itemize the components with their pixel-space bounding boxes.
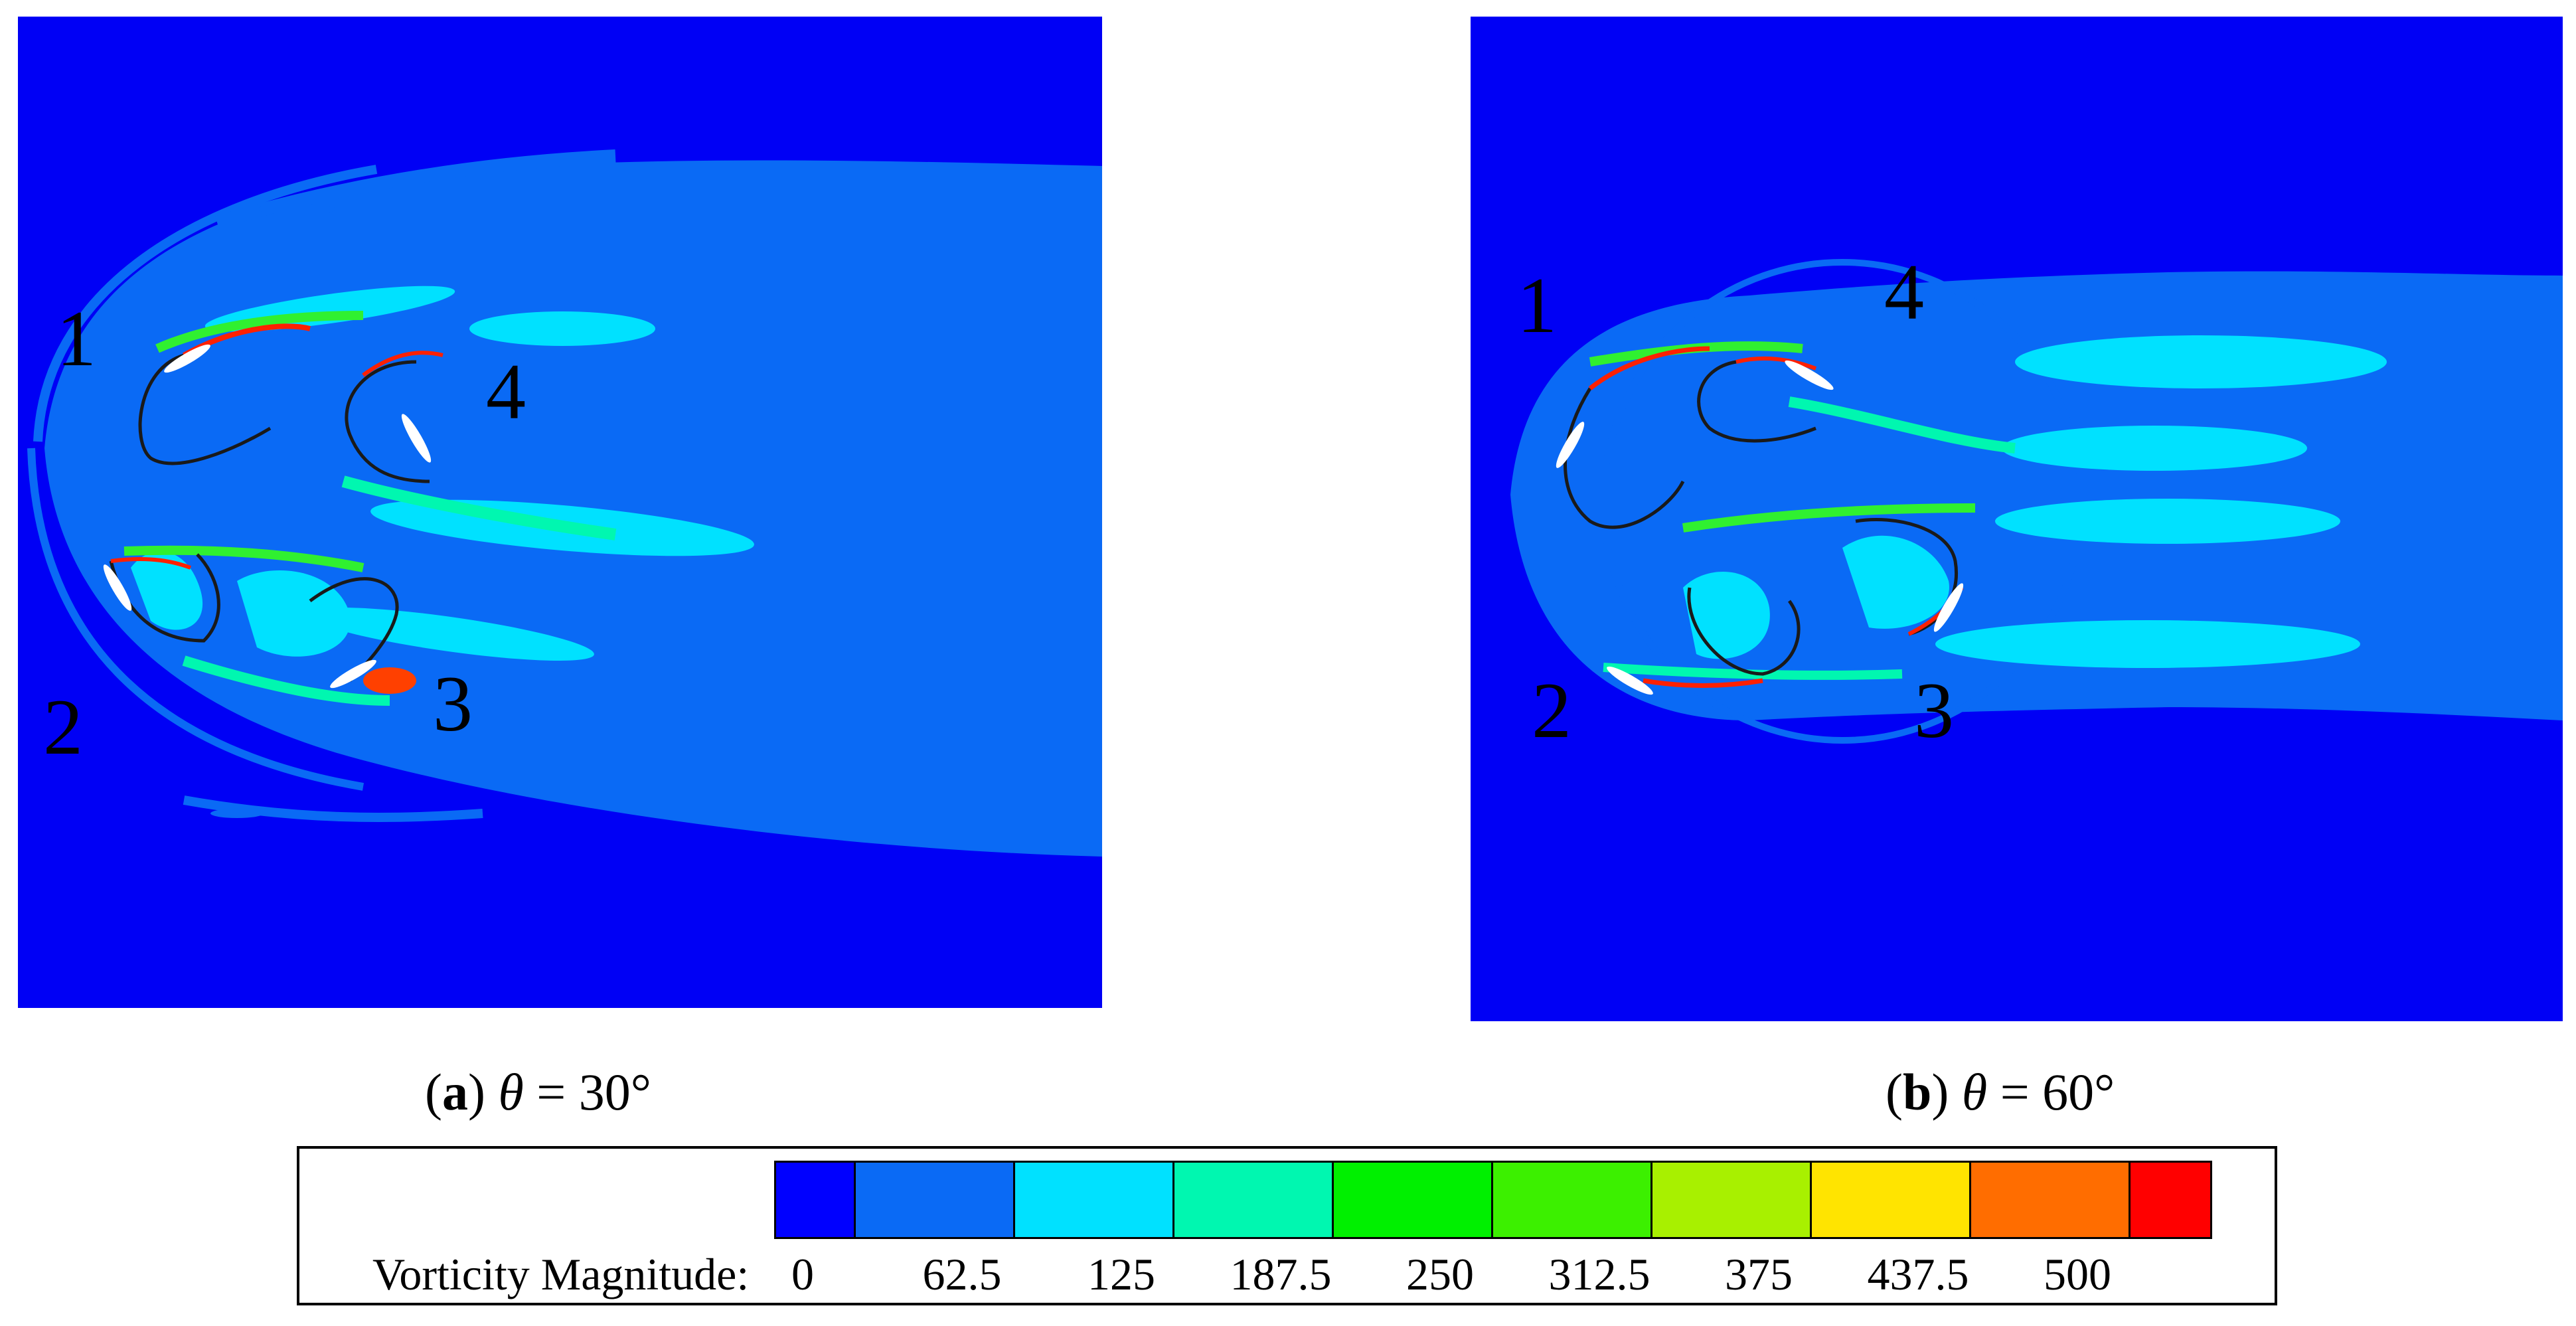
blade-label-2: 2: [43, 683, 83, 771]
colorbar-legend: Vorticity Magnitude: 0 62.5 125 187.5 250 312…: [297, 1146, 2277, 1305]
colorbar-tick-label: 62.5: [922, 1249, 1002, 1299]
colorbar-swatch: [1652, 1163, 1812, 1237]
colorbar-swatch: [1812, 1163, 1971, 1237]
colorbar-swatch: [1493, 1163, 1652, 1237]
colorbar-swatch: [1174, 1163, 1334, 1237]
blade-label-4: 4: [1884, 248, 1924, 336]
caption-b-letter: b: [1902, 1063, 1932, 1121]
caption-b-symbol: θ: [1961, 1063, 1988, 1121]
blade-label-3: 3: [1914, 666, 1954, 754]
colorbar-tick-label: 0: [791, 1249, 814, 1299]
caption-a-value: = 30°: [523, 1063, 651, 1121]
legend-title: Vorticity Magnitude:: [372, 1249, 750, 1299]
blade-label-1: 1: [1517, 261, 1557, 349]
blade-label-3: 3: [433, 659, 473, 748]
colorbar-swatch: [856, 1163, 1015, 1237]
colorbar-swatch: [1334, 1163, 1493, 1237]
blade-label-4: 4: [486, 347, 526, 436]
colorbar-tick-label: 500: [2044, 1249, 2111, 1299]
colorbar-tick-label: 187.5: [1230, 1249, 1332, 1299]
vorticity-contour-panel-a: 1 2 3 4: [18, 17, 1102, 1008]
vorticity-contour-panel-b: 1 2 3 4: [1471, 17, 2563, 1021]
caption-a-symbol: θ: [498, 1063, 524, 1121]
colorbar-tick-label: 375: [1725, 1249, 1793, 1299]
colorbar-swatch: [1015, 1163, 1174, 1237]
blade-label-1: 1: [56, 294, 96, 382]
colorbar: [774, 1161, 2212, 1239]
colorbar-tick-label: 312.5: [1548, 1249, 1650, 1299]
caption-a-letter: a: [442, 1063, 468, 1121]
contour-plot-a: [18, 17, 1102, 1008]
caption-b-value: = 60°: [1987, 1063, 2115, 1121]
colorbar-tick-label: 437.5: [1867, 1249, 1969, 1299]
contour-plot-b: [1471, 17, 2563, 1021]
colorbar-swatch: [1971, 1163, 2131, 1237]
colorbar-tick-label: 125: [1087, 1249, 1155, 1299]
colorbar-swatch: [2131, 1163, 2210, 1237]
colorbar-tick-label: 250: [1406, 1249, 1474, 1299]
blade-label-2: 2: [1532, 666, 1571, 754]
colorbar-swatch: [776, 1163, 856, 1237]
caption-a: (a) θ = 30°: [425, 1063, 651, 1121]
caption-b: (b) θ = 60°: [1886, 1063, 2115, 1121]
